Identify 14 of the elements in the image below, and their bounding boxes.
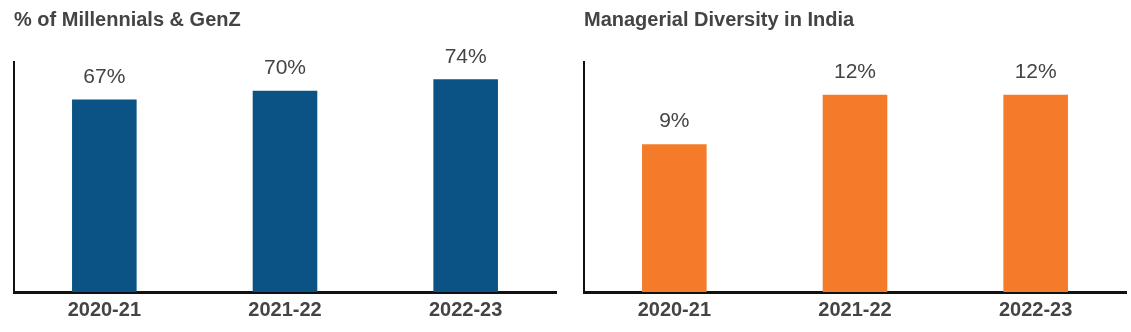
chart-title: Managerial Diversity in India [584, 7, 855, 30]
x-tick-label: 2021-22 [248, 297, 322, 320]
data-label: 9% [659, 108, 690, 132]
x-tick-label: 2021-22 [818, 297, 892, 320]
data-label: 67% [83, 63, 126, 87]
chart-title: % of Millennials & GenZ [14, 7, 241, 30]
data-label: 12% [833, 59, 877, 83]
data-label: 12% [1014, 59, 1057, 83]
x-tick-label: 2022-23 [998, 297, 1073, 320]
x-tick-label: 2020-21 [637, 297, 712, 320]
x-tick-label: 2022-23 [428, 297, 503, 320]
data-label: 74% [444, 43, 487, 67]
data-label: 70% [263, 55, 307, 79]
x-tick-label: 2020-21 [67, 297, 142, 320]
